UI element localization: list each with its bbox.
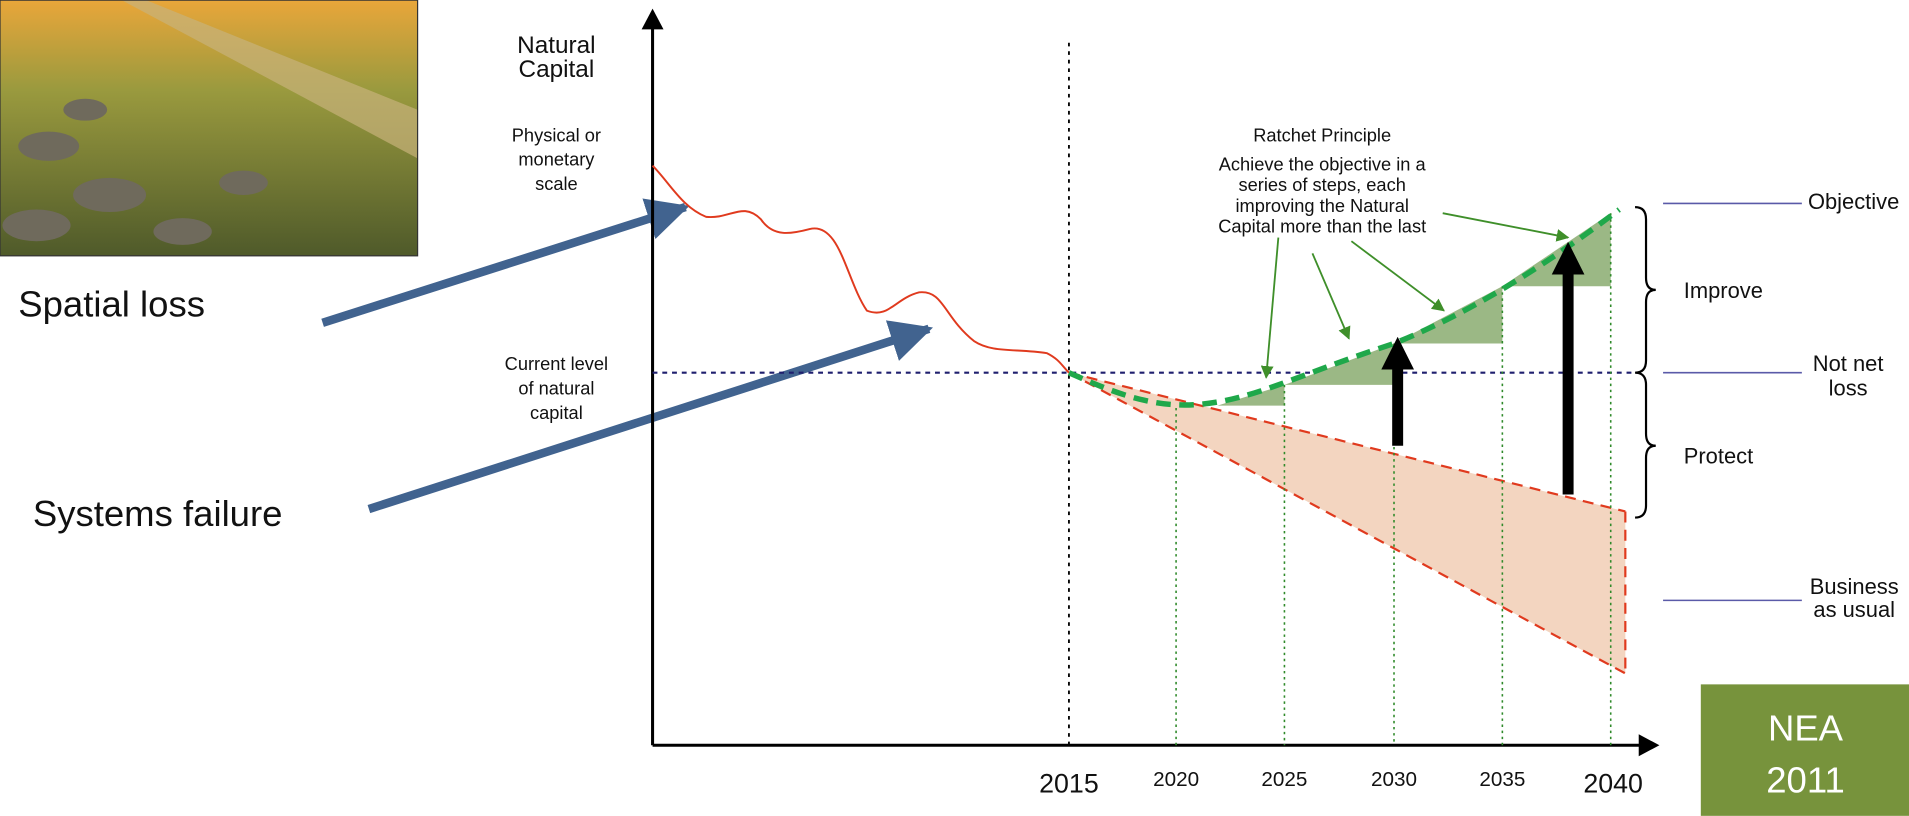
year-label: 2015	[1039, 768, 1099, 798]
axis-arrow	[641, 8, 664, 30]
level-line	[1663, 202, 1802, 602]
level-label: Improve	[1684, 278, 1763, 303]
badge	[1700, 684, 1909, 816]
axis-title: Natural	[517, 32, 595, 59]
axis-note: monetary	[518, 149, 595, 170]
cause-arrow	[367, 320, 933, 514]
ratchet-steps	[1217, 213, 1611, 406]
year-label: 2020	[1153, 768, 1199, 791]
year-label: 2025	[1261, 768, 1307, 791]
level-label: as usual	[1813, 597, 1895, 622]
level-label: Not net	[1813, 351, 1884, 376]
level-label: Protect	[1684, 444, 1753, 469]
objective-path	[1067, 207, 1621, 408]
photo	[0, 0, 419, 257]
badge-text: NEA	[1768, 707, 1844, 748]
bau-edge	[1068, 371, 1627, 675]
axis-note: capital	[530, 402, 583, 423]
axis-note: of natural	[518, 378, 594, 399]
axis-note: Current level	[505, 353, 608, 374]
axis-arrow	[1638, 734, 1660, 757]
axis-note: scale	[535, 173, 578, 194]
ratchet-text: Achieve the objective in a	[1219, 154, 1427, 175]
ratchet-text: Capital more than the last	[1218, 216, 1426, 237]
year-label: 2035	[1479, 768, 1525, 791]
ratchet-text: series of steps, each	[1238, 174, 1405, 195]
ratchet-pointer	[1260, 212, 1570, 379]
badge-text: 2011	[1766, 760, 1845, 801]
cause-label: Systems failure	[33, 493, 283, 534]
historic-line	[651, 165, 1070, 374]
year-label: 2040	[1583, 768, 1643, 798]
level-label: loss	[1829, 376, 1868, 401]
cause-arrow	[321, 198, 690, 327]
axes	[651, 26, 1642, 747]
ratchet-text: improving the Natural	[1235, 195, 1408, 216]
level-label: Objective	[1808, 189, 1899, 214]
year-label: 2030	[1371, 768, 1417, 791]
cause-label: Spatial loss	[18, 284, 205, 325]
brace	[1635, 206, 1656, 519]
axis-title: Capital	[519, 56, 595, 83]
ratchet-title: Ratchet Principle	[1253, 124, 1391, 145]
level-label: Business	[1810, 574, 1899, 599]
year-guide	[1175, 213, 1612, 746]
axis-note: Physical or	[512, 124, 601, 145]
